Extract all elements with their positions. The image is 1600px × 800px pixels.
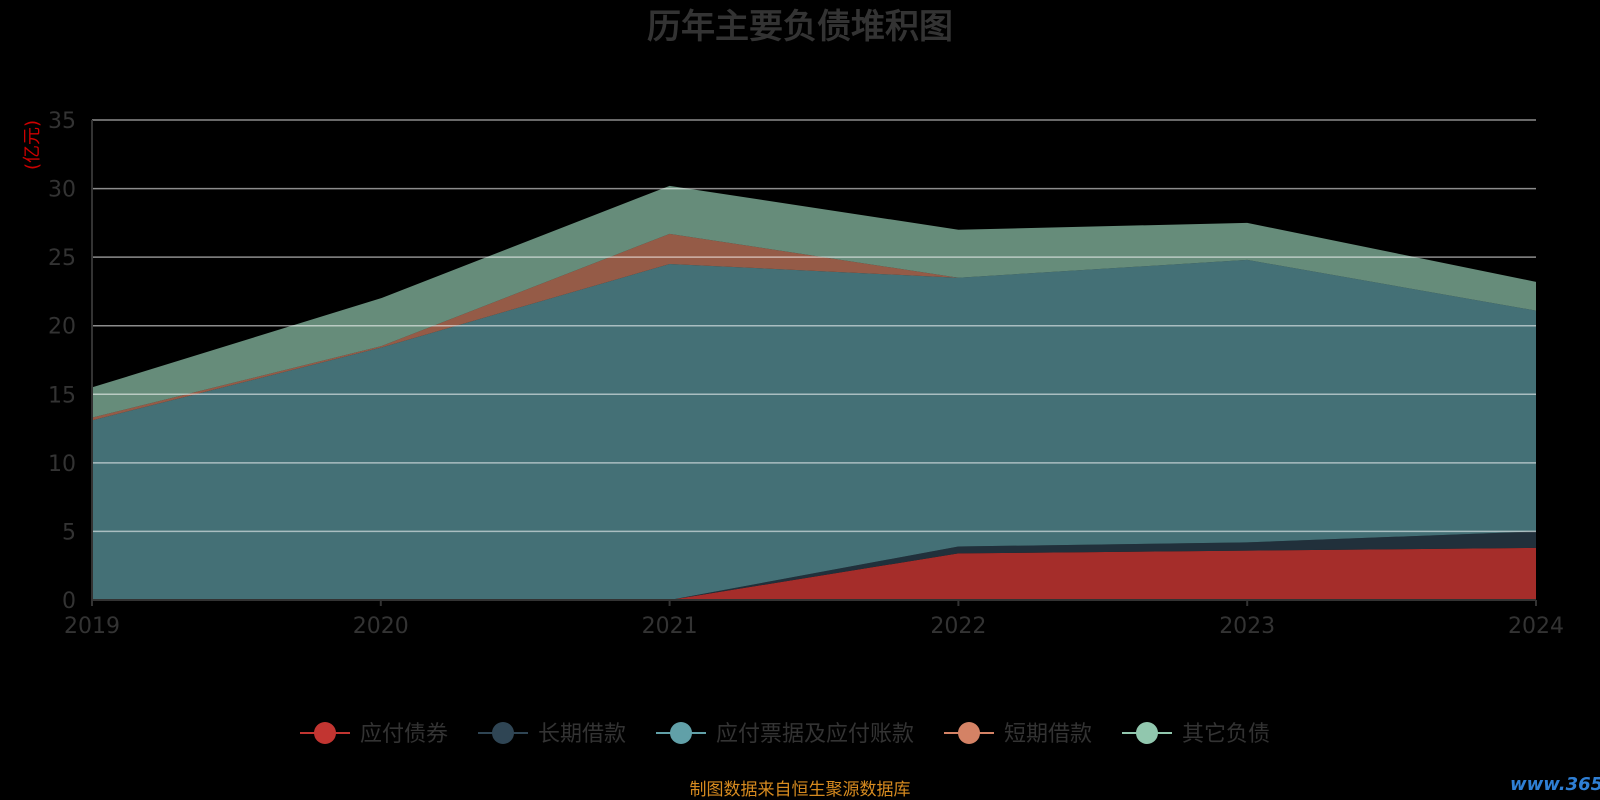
x-tick-label: 2020 (353, 614, 409, 639)
legend-circle-marker (958, 722, 980, 744)
y-tick-label: 0 (62, 589, 76, 614)
y-tick-label: 30 (48, 178, 76, 203)
y-tick-label: 25 (48, 246, 76, 271)
area-series-5 (92, 185, 1536, 418)
x-tick-label: 2021 (642, 614, 698, 639)
axes: 0 5 10 15 20 25 30 35 2019 2020 2021 2022 2023 2024 (48, 109, 1564, 639)
legend-circle-marker (670, 722, 692, 744)
legend-label: 应付票据及应付账款 (716, 722, 914, 747)
y-tick-label: 5 (62, 520, 76, 545)
grid-lines (92, 119, 1536, 533)
legend-circle-marker (1136, 722, 1158, 744)
area-series-group (92, 185, 1536, 600)
x-tick-label: 2024 (1508, 614, 1564, 639)
y-tick-label: 10 (48, 452, 76, 477)
area-series-2 (92, 531, 1536, 600)
chart-title: 历年主要负债堆积图 (647, 7, 953, 47)
legend-item-4[interactable]: 短期借款 (944, 722, 1092, 747)
legend-item-5[interactable]: 其它负债 (1122, 722, 1270, 747)
y-tick-label: 20 (48, 315, 76, 340)
y-tick-label: 35 (48, 109, 76, 134)
x-tick-label: 2019 (64, 614, 120, 639)
legend-label: 短期借款 (1004, 722, 1092, 747)
legend-item-3[interactable]: 应付票据及应付账款 (656, 722, 914, 747)
y-tick-label: 15 (48, 383, 76, 408)
legend-item-2[interactable]: 长期借款 (478, 722, 626, 747)
x-tick-label: 2022 (930, 614, 986, 639)
legend-circle-marker (492, 722, 514, 744)
legend-item-1[interactable]: 应付债券 (300, 722, 448, 747)
legend-label: 长期借款 (538, 722, 626, 747)
watermark: www.365jz.com (1510, 774, 1600, 795)
legend-circle-marker (314, 722, 336, 744)
legend[interactable]: 应付债券 长期借款 应付票据及应付账款 短期借款 其它负债 (300, 722, 1270, 747)
area-series-3 (92, 259, 1536, 600)
legend-label: 应付债券 (360, 722, 448, 747)
data-source-note: 制图数据来自恒生聚源数据库 (690, 780, 911, 800)
y-axis-unit-label: (亿元) (22, 120, 43, 170)
area-series-1 (92, 547, 1536, 600)
x-tick-label: 2023 (1219, 614, 1275, 639)
legend-label: 其它负债 (1182, 722, 1270, 747)
